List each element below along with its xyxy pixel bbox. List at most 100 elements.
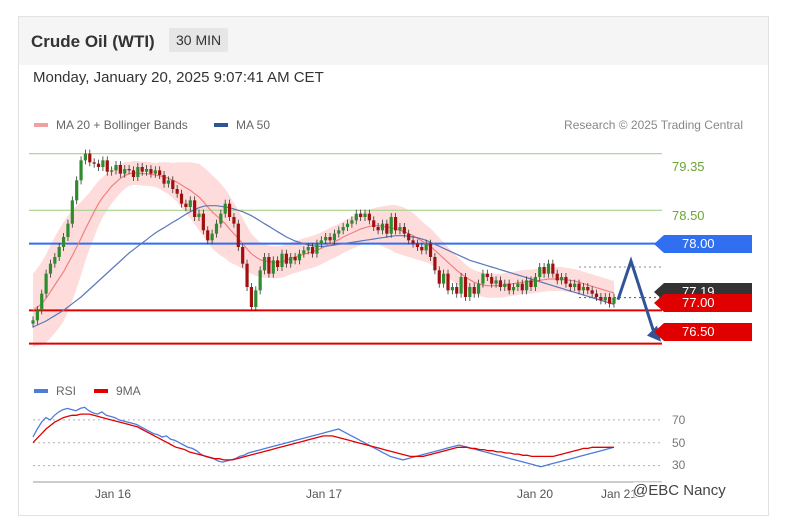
candle-body (123, 169, 127, 174)
candle-body (175, 189, 179, 194)
candle-body (533, 277, 537, 287)
rsi-line (32, 406, 615, 468)
x-tick-jan21: Jan 21 (601, 487, 638, 501)
candle-body (31, 320, 35, 324)
candle-body (367, 213, 371, 221)
candle-body (53, 257, 57, 264)
candle-body (581, 287, 586, 291)
candle-body (206, 230, 210, 241)
candle-body (319, 240, 323, 244)
ma9-swatch (94, 389, 108, 393)
candle-body (590, 290, 594, 294)
candle-body (507, 283, 511, 291)
candle-body (594, 293, 599, 297)
candle-body (210, 233, 214, 241)
candle-body (442, 273, 446, 284)
candle-body (193, 200, 197, 217)
candle-body (179, 193, 184, 204)
candle-body (472, 287, 476, 294)
candle-body (105, 160, 109, 172)
candle-body (214, 223, 219, 234)
candle-body (66, 223, 70, 237)
candle-body (236, 223, 240, 247)
forecast-arrow (616, 256, 657, 337)
candle-body (166, 180, 171, 184)
candle-body (245, 263, 249, 287)
candle-body (476, 283, 481, 294)
candle-body (372, 220, 376, 227)
candle-body (158, 170, 162, 175)
candle-body (485, 273, 489, 277)
candle-body (599, 297, 603, 301)
chart-card: Crude Oil (WTI) 30 MIN Monday, January 2… (18, 16, 769, 516)
candle-body (490, 277, 494, 284)
candle-body (280, 253, 284, 267)
candle-body (144, 169, 149, 172)
candle-body (577, 283, 581, 291)
candle-body (188, 200, 192, 207)
candle-body (398, 227, 402, 231)
candle-body (110, 170, 114, 172)
rsi-9ma-line (32, 413, 614, 461)
candle-body (140, 167, 144, 172)
candle-body (284, 253, 288, 264)
candle-body (149, 169, 153, 174)
ma50-line (32, 205, 615, 328)
candle-body (302, 250, 306, 254)
candle-body (498, 280, 503, 287)
candle-body (306, 247, 310, 251)
candle-body (153, 170, 157, 174)
legend-rsi: RSI (34, 384, 76, 398)
candle-body (411, 240, 415, 244)
candle-body (463, 277, 468, 297)
candle-body (551, 263, 555, 274)
candle-body (114, 165, 118, 171)
level-label-79-35: 79.35 (672, 159, 705, 174)
candle-body (446, 273, 450, 291)
candle-body (503, 283, 507, 287)
level-tag-77-00: 77.00 (654, 294, 752, 312)
candle-body (40, 293, 44, 311)
candle-body (57, 247, 61, 257)
rsi-tick-30: 30 (672, 458, 686, 472)
candle-body (293, 257, 297, 261)
candle-body (136, 167, 140, 177)
level-tag-78-00: 78.00 (654, 235, 752, 253)
candle-body (516, 283, 520, 287)
candle-body (101, 160, 105, 167)
candle-body (184, 203, 188, 207)
candle-body (131, 170, 136, 177)
candle-body (468, 287, 472, 297)
level-tag-76-50: 76.50 (654, 323, 752, 341)
candle-body (415, 243, 420, 247)
candle-body (538, 267, 542, 277)
rsi-swatch (34, 389, 48, 393)
candle-body (92, 162, 96, 164)
candle-body (529, 280, 533, 287)
interval-badge[interactable]: 30 MIN (169, 28, 229, 52)
candle-body (324, 237, 328, 241)
rsi-label: RSI (56, 384, 77, 398)
candle-body (35, 310, 39, 321)
candle-body (564, 277, 568, 284)
x-tick-jan20: Jan 20 (517, 487, 554, 501)
candle-body (96, 163, 101, 167)
candle-body (450, 287, 454, 291)
ma9-label: 9MA (116, 384, 141, 398)
level-label-78-50: 78.50 (672, 208, 705, 223)
candle-body (241, 247, 245, 264)
candle-body (568, 283, 572, 287)
candle-body (520, 283, 524, 291)
candle-body (546, 263, 551, 274)
candle-body (380, 223, 385, 231)
candle-body (75, 180, 79, 201)
candle-body (83, 153, 88, 161)
candle-body (219, 213, 223, 224)
legend-9ma: 9MA (94, 384, 141, 398)
candle-body (363, 213, 367, 217)
ma20-label: MA 20 + Bollinger Bands (56, 118, 188, 132)
candle-body (262, 257, 267, 271)
candle-body (393, 217, 398, 231)
candle-body (44, 273, 48, 294)
chart-title: Crude Oil (WTI) (31, 32, 155, 51)
